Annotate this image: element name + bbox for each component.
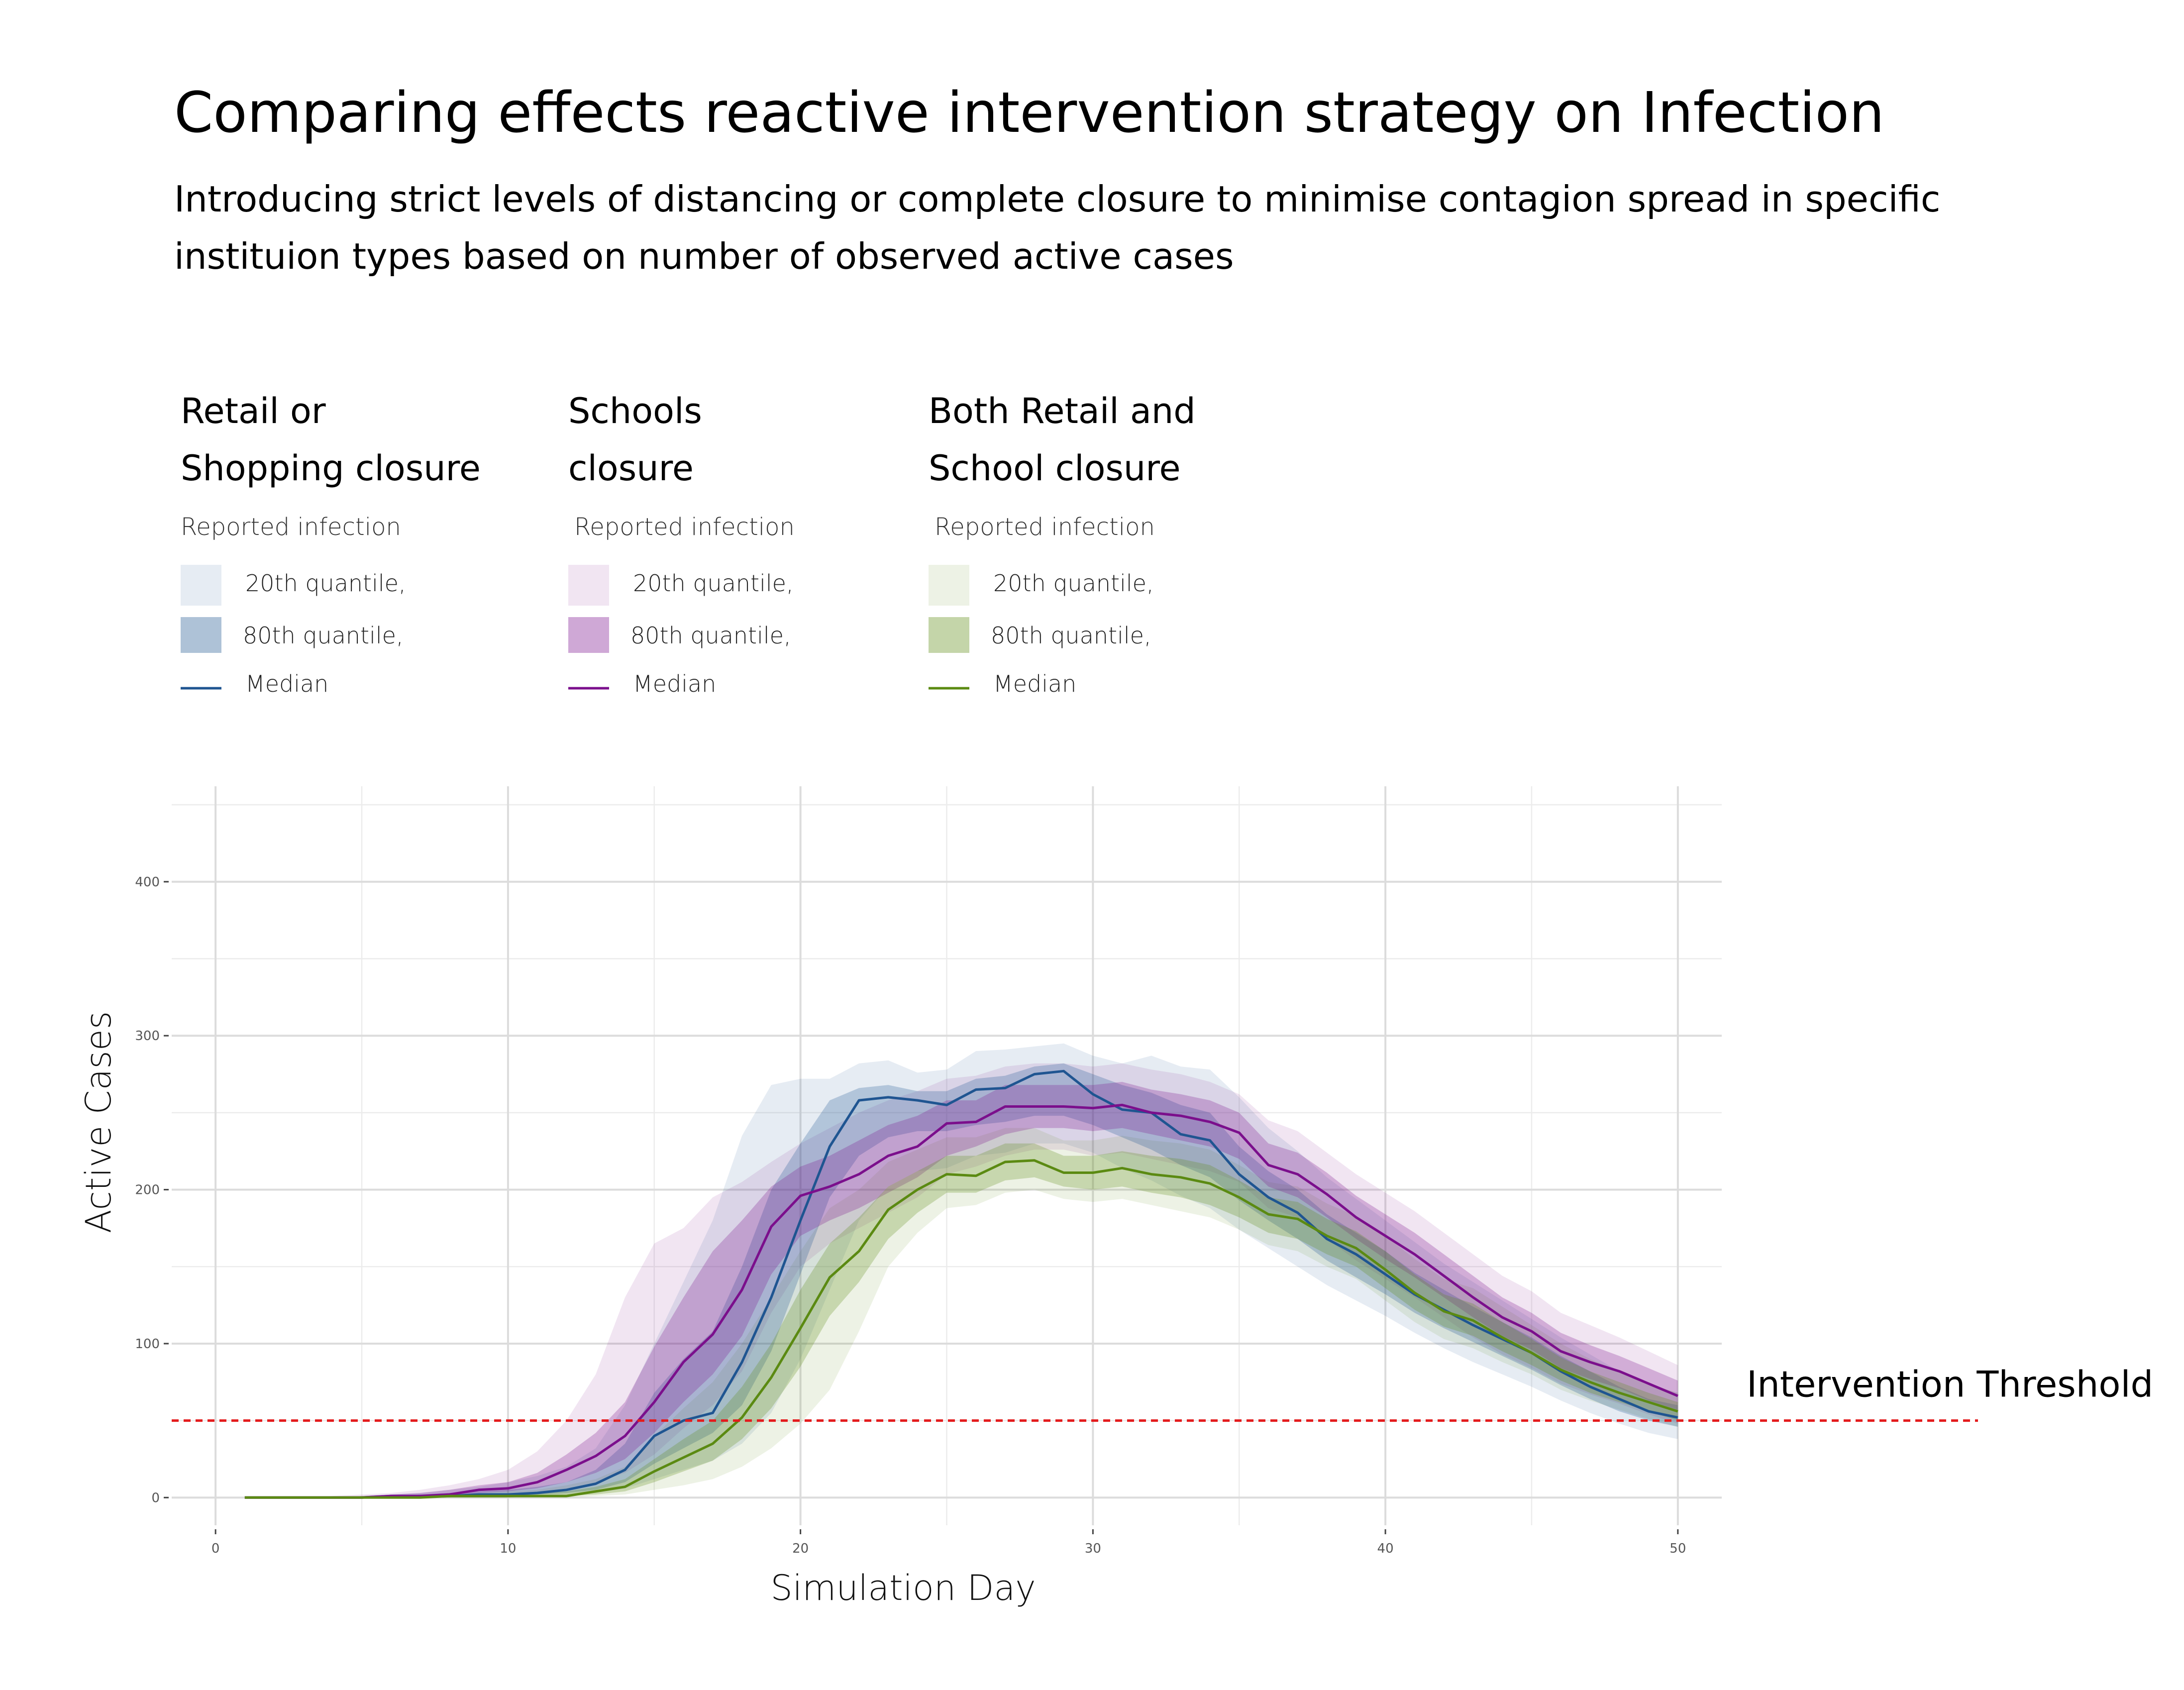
legend-20th-quantile-swatch xyxy=(568,565,609,606)
both-retail-and-school-closure-median-line xyxy=(244,1159,1678,1499)
quantile-bands xyxy=(244,1043,1678,1498)
legend-median-label: Median xyxy=(993,670,1076,697)
legend-20th-quantile-swatch xyxy=(181,565,221,606)
legend-20th-quantile-label: 20th quantile, xyxy=(245,570,406,597)
legend: Retail or Shopping closure Reported infect… xyxy=(181,391,1196,697)
legend-heading-line-1: Retail or xyxy=(181,391,326,431)
legend-heading-line-1: Both Retail and xyxy=(929,391,1196,431)
median-lines xyxy=(244,1069,1678,1499)
x-tick-label: 50 xyxy=(1669,1541,1686,1556)
legend-heading-line-2: School closure xyxy=(929,448,1181,489)
legend-80th-quantile-label: 80th quantile, xyxy=(630,622,791,649)
y-tick-label: 300 xyxy=(135,1029,160,1044)
intervention-threshold: Intervention Threshold xyxy=(172,1364,2153,1422)
legend-subtitle: Reported infection xyxy=(935,513,1155,541)
x-tick-label: 40 xyxy=(1377,1541,1394,1556)
y-tick-label: 100 xyxy=(135,1337,160,1352)
legend-80th-quantile-label: 80th quantile, xyxy=(991,622,1151,649)
x-tick-label: 10 xyxy=(500,1541,516,1556)
y-tick-label: 400 xyxy=(135,875,160,890)
axes: 0 10 20 30 40 50 0 100 200 300 400 xyxy=(135,875,1686,1556)
legend-group-retail-or-shopping-closure: Retail or Shopping closure Reported infect… xyxy=(181,391,481,697)
x-tick-label: 20 xyxy=(792,1541,809,1556)
legend-group-both-retail-and-school-closure: Both Retail and School closure Reported in… xyxy=(929,391,1196,697)
y-tick-label: 200 xyxy=(135,1183,160,1198)
legend-heading-line-2: closure xyxy=(568,448,694,489)
legend-heading-line-2: Shopping closure xyxy=(181,448,481,489)
legend-20th-quantile-swatch xyxy=(929,565,969,606)
grid xyxy=(172,786,1722,1525)
legend-group-schools-closure: Schools closure Reported infection 20th qua… xyxy=(568,391,795,697)
legend-median-label: Median xyxy=(633,670,716,697)
schools-closure-80th-quantile-band xyxy=(244,1082,1678,1498)
legend-80th-quantile-swatch xyxy=(929,617,969,653)
y-axis-title: Active Cases xyxy=(78,1011,119,1234)
retail-or-shopping-closure-20th-quantile-band xyxy=(244,1043,1678,1498)
x-axis-title: Simulation Day xyxy=(770,1568,1036,1608)
legend-80th-quantile-swatch xyxy=(181,617,221,653)
legend-median-label: Median xyxy=(245,670,328,697)
legend-heading-line-1: Schools xyxy=(568,391,702,431)
legend-subtitle: Reported infection xyxy=(181,513,401,541)
legend-80th-quantile-swatch xyxy=(568,617,609,653)
legend-20th-quantile-label: 20th quantile, xyxy=(993,570,1154,597)
legend-20th-quantile-label: 20th quantile, xyxy=(633,570,794,597)
chart-subtitle-line-1: Introducing strict levels of distancing … xyxy=(174,178,1940,220)
x-tick-label: 0 xyxy=(211,1541,220,1556)
schools-closure-20th-quantile-band xyxy=(244,1063,1678,1498)
schools-closure-median-line xyxy=(244,1103,1678,1499)
both-retail-and-school-closure-20th-quantile-band xyxy=(244,1128,1678,1498)
retail-or-shopping-closure-80th-quantile-band xyxy=(244,1063,1678,1498)
x-tick-label: 30 xyxy=(1085,1541,1101,1556)
chart-subtitle-line-2: instituion types based on number of obse… xyxy=(174,235,1234,277)
threshold-label: Intervention Threshold xyxy=(1747,1364,2153,1405)
y-tick-label: 0 xyxy=(151,1490,160,1505)
legend-80th-quantile-label: 80th quantile, xyxy=(243,622,404,649)
legend-subtitle: Reported infection xyxy=(574,513,795,541)
chart-title: Comparing effects reactive intervention … xyxy=(174,81,1884,145)
